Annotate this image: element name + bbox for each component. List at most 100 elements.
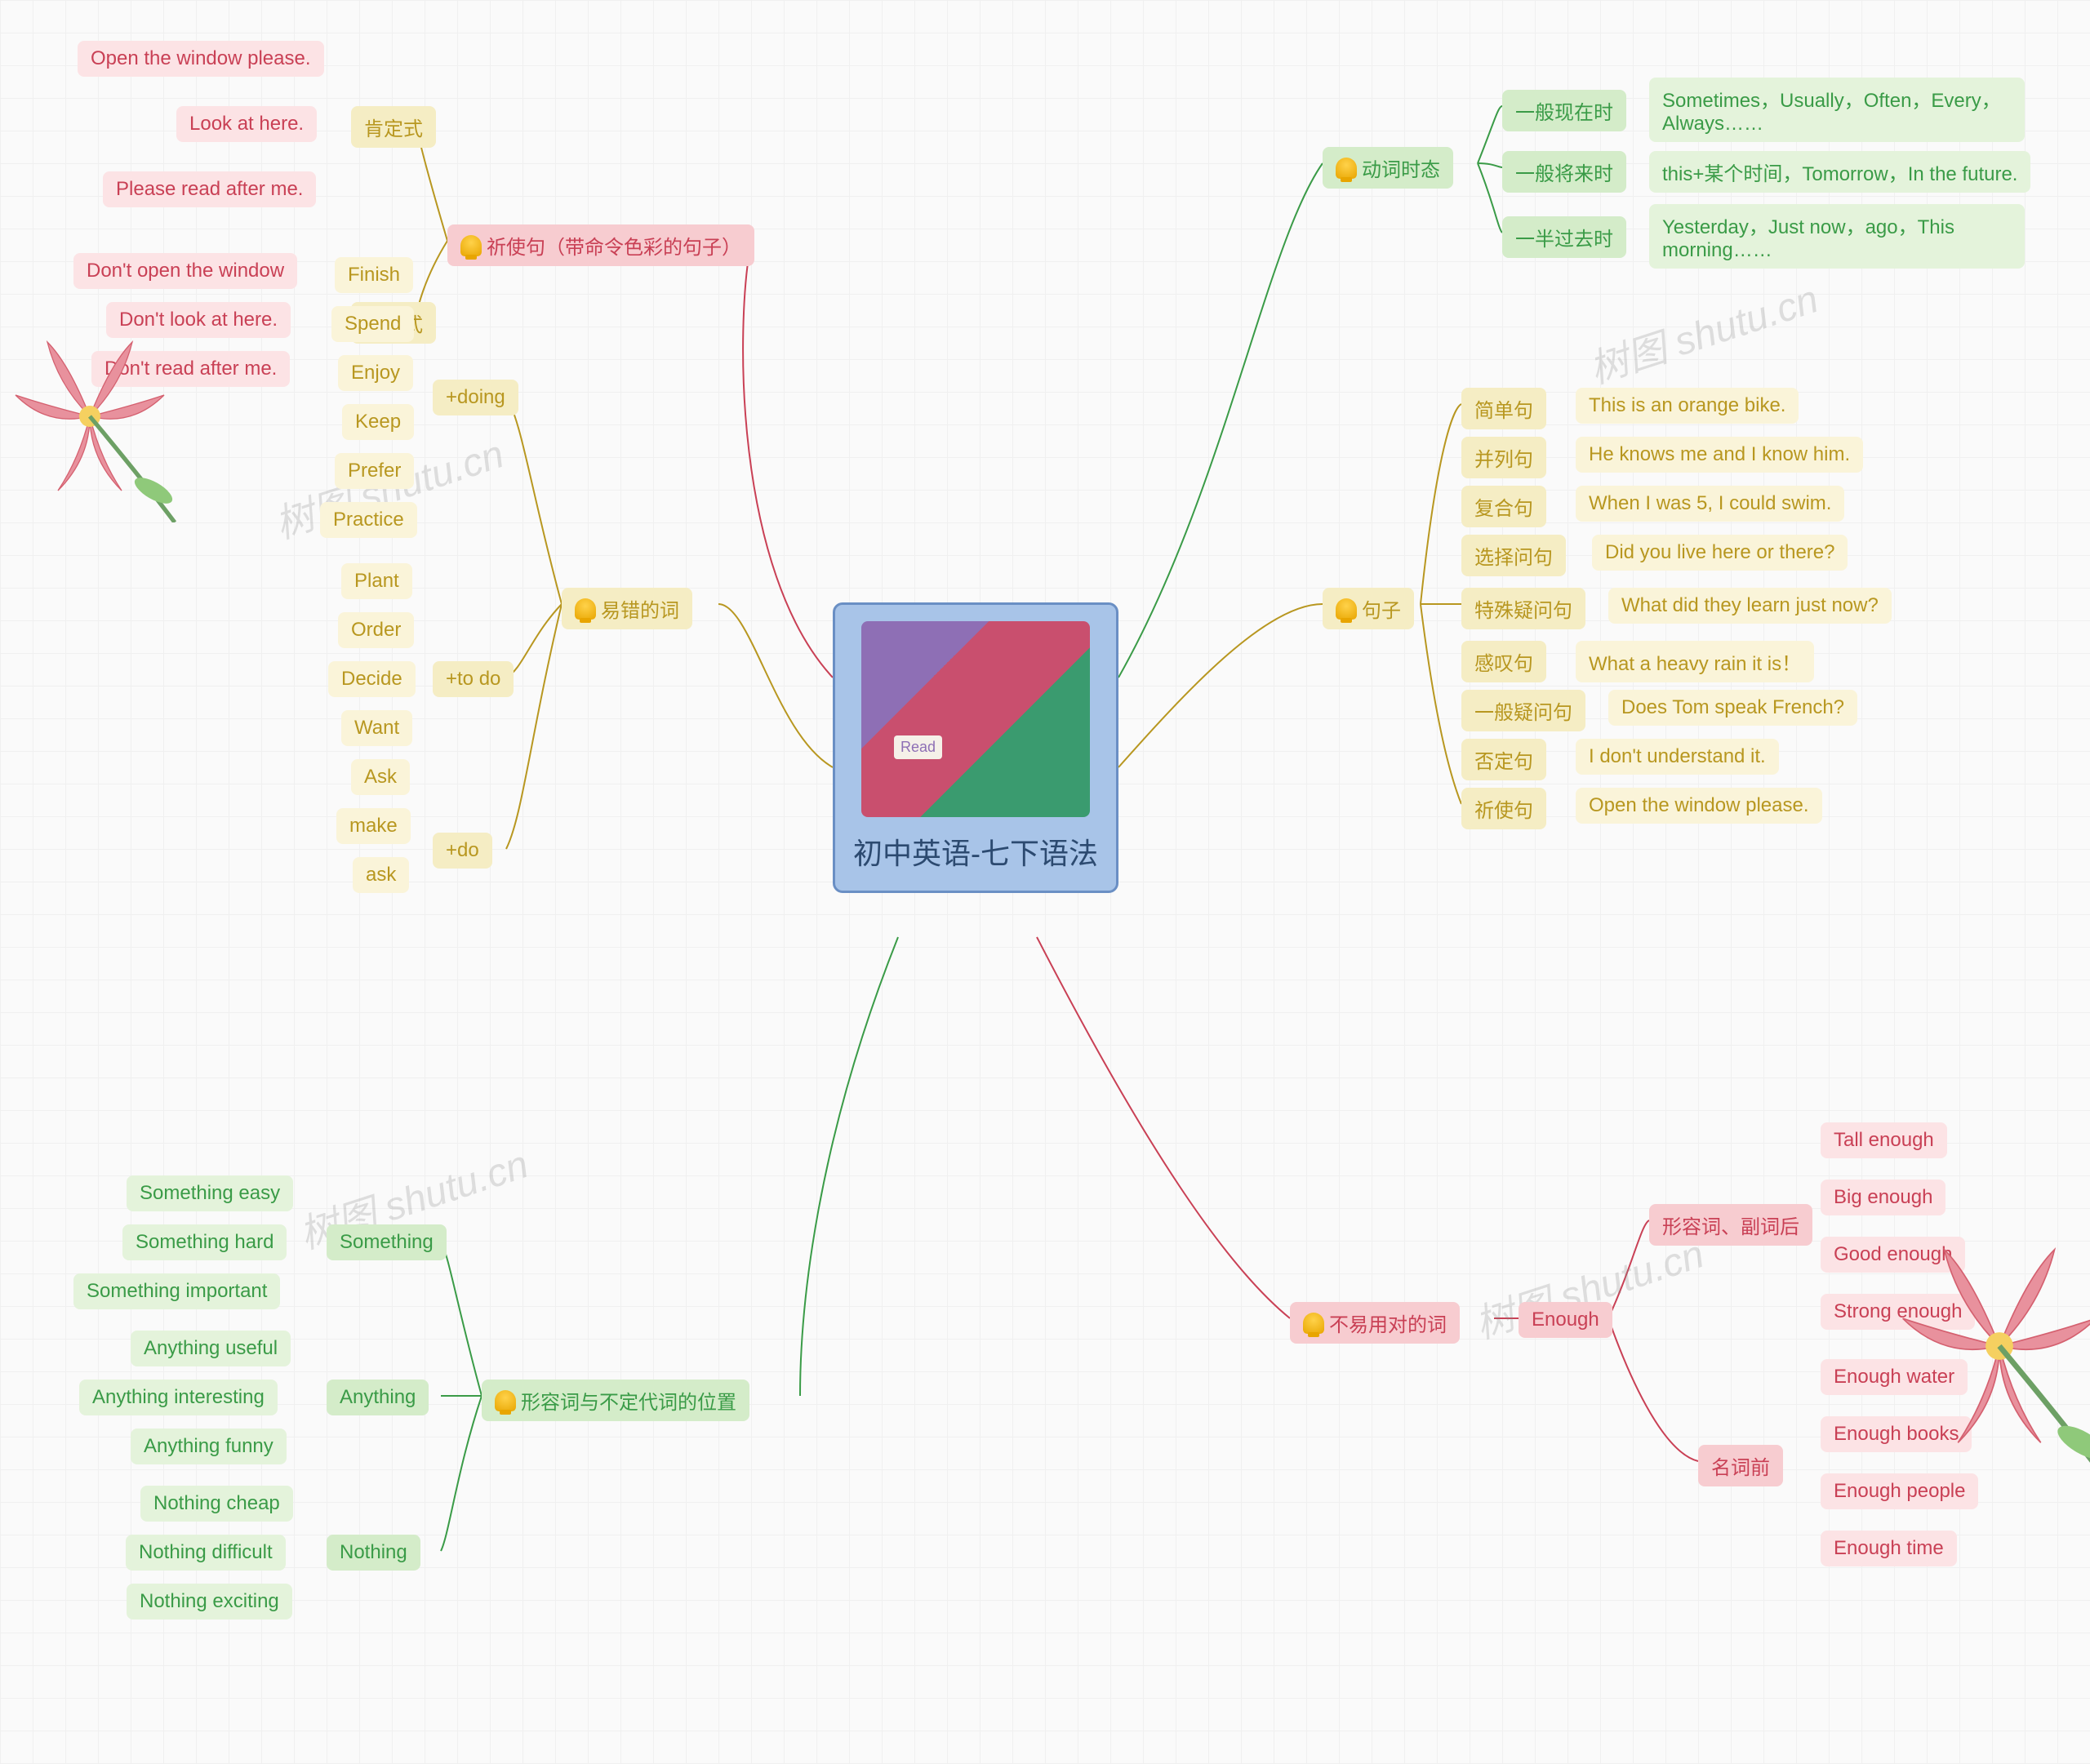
leaf-node[interactable]: Enough people xyxy=(1821,1473,1978,1509)
node-label: Enjoy xyxy=(351,362,400,384)
leaf-node[interactable]: Something easy xyxy=(127,1175,293,1211)
leaf-node[interactable]: Open the window please. xyxy=(78,41,324,77)
sub-node[interactable]: 选择问句 xyxy=(1461,535,1566,576)
sub-node[interactable]: 一半过去时 xyxy=(1502,216,1626,258)
leaf-node[interactable]: I don't understand it. xyxy=(1576,739,1779,775)
branch-node[interactable]: 祈使句（带命令色彩的句子） xyxy=(447,224,754,266)
sub-node[interactable]: Enough xyxy=(1519,1302,1612,1338)
leaf-node[interactable]: Want xyxy=(341,710,412,746)
sub-node[interactable]: 否定句 xyxy=(1461,739,1546,780)
leaf-node[interactable]: 形容词、副词后 xyxy=(1649,1204,1812,1246)
leaf-node[interactable]: This is an orange bike. xyxy=(1576,388,1799,424)
node-label: Order xyxy=(351,619,401,642)
leaf-node[interactable]: Open the window please. xyxy=(1576,788,1822,824)
leaf-node[interactable]: Something important xyxy=(73,1273,280,1309)
sub-node[interactable]: 一般将来时 xyxy=(1502,151,1626,193)
node-label: 一般疑问句 xyxy=(1474,696,1572,725)
node-label: Anything xyxy=(340,1386,416,1409)
leaf-node[interactable]: Spend xyxy=(331,306,414,342)
node-label: Spend xyxy=(345,313,401,335)
leaf-node[interactable]: Enjoy xyxy=(338,355,413,391)
leaf-node[interactable]: Look at here. xyxy=(176,106,317,142)
sub-node[interactable]: 并列句 xyxy=(1461,437,1546,478)
leaf-node[interactable]: Anything funny xyxy=(131,1429,287,1464)
sub-node[interactable]: +do xyxy=(433,833,492,869)
sub-node[interactable]: 肯定式 xyxy=(351,106,436,148)
leaf-node[interactable]: Don't look at here. xyxy=(106,302,291,338)
sub-node[interactable]: Anything xyxy=(327,1380,429,1415)
sub-node[interactable]: Nothing xyxy=(327,1535,420,1571)
node-label: Don't look at here. xyxy=(119,309,278,331)
leaf-node[interactable]: What a heavy rain it is！ xyxy=(1576,641,1814,682)
leaf-node[interactable]: When I was 5, I could swim. xyxy=(1576,486,1844,522)
sub-node[interactable]: +to do xyxy=(433,661,514,697)
leaf-node[interactable]: Decide xyxy=(328,661,416,697)
leaf-node[interactable]: Does Tom speak French? xyxy=(1608,690,1857,726)
node-label: 特殊疑问句 xyxy=(1474,594,1572,623)
leaf-node[interactable]: ask xyxy=(353,857,409,893)
node-label: Did you live here or there? xyxy=(1605,541,1834,564)
node-label: Enough people xyxy=(1834,1480,1965,1503)
leaf-node[interactable]: Don't read after me. xyxy=(91,351,290,387)
sub-node[interactable]: 复合句 xyxy=(1461,486,1546,527)
node-label: 否定句 xyxy=(1474,745,1533,774)
node-label: Good enough xyxy=(1834,1243,1952,1266)
leaf-node[interactable]: Enough water xyxy=(1821,1359,1968,1395)
leaf-node[interactable]: Yesterday，Just now，ago，This morning…… xyxy=(1649,204,2025,269)
center-node[interactable]: 初中英语-七下语法 xyxy=(833,602,1118,893)
sub-node[interactable]: 一般疑问句 xyxy=(1461,690,1585,731)
node-label: Nothing xyxy=(340,1541,407,1564)
branch-node[interactable]: 动词时态 xyxy=(1323,147,1453,189)
leaf-node[interactable]: He knows me and I know him. xyxy=(1576,437,1863,473)
leaf-node[interactable]: this+某个时间，Tomorrow，In the future. xyxy=(1649,151,2030,193)
sub-node[interactable]: 特殊疑问句 xyxy=(1461,588,1585,629)
sub-node[interactable]: 简单句 xyxy=(1461,388,1546,429)
leaf-node[interactable]: Ask xyxy=(351,759,410,795)
leaf-node[interactable]: Strong enough xyxy=(1821,1294,1975,1330)
leaf-node[interactable]: Anything interesting xyxy=(79,1380,278,1415)
node-label: He knows me and I know him. xyxy=(1589,443,1850,466)
leaf-node[interactable]: Anything useful xyxy=(131,1331,291,1366)
leaf-node[interactable]: Did you live here or there? xyxy=(1592,535,1848,571)
node-label: Don't open the window xyxy=(87,260,284,282)
node-label: Tall enough xyxy=(1834,1129,1934,1152)
leaf-node[interactable]: Don't open the window xyxy=(73,253,297,289)
leaf-node[interactable]: make xyxy=(336,808,411,844)
leaf-node[interactable]: Keep xyxy=(342,404,414,440)
node-label: Nothing difficult xyxy=(139,1541,273,1564)
leaf-node[interactable]: Nothing exciting xyxy=(127,1584,292,1620)
sub-node[interactable]: 感叹句 xyxy=(1461,641,1546,682)
leaf-node[interactable]: Tall enough xyxy=(1821,1122,1947,1158)
sub-node[interactable]: +doing xyxy=(433,380,518,415)
leaf-node[interactable]: Enough books xyxy=(1821,1416,1972,1452)
node-label: 名词前 xyxy=(1711,1451,1770,1480)
leaf-node[interactable]: Sometimes，Usually，Often，Every，Always…… xyxy=(1649,78,2025,142)
leaf-node[interactable]: Please read after me. xyxy=(103,171,316,207)
branch-node[interactable]: 形容词与不定代词的位置 xyxy=(482,1380,749,1421)
sub-node[interactable]: 祈使句 xyxy=(1461,788,1546,829)
branch-node[interactable]: 不易用对的词 xyxy=(1290,1302,1460,1344)
leaf-node[interactable]: Practice xyxy=(320,502,417,538)
leaf-node[interactable]: Nothing cheap xyxy=(140,1486,293,1522)
trophy-icon xyxy=(575,598,596,620)
leaf-node[interactable]: Good enough xyxy=(1821,1237,1965,1273)
leaf-node[interactable]: Enough time xyxy=(1821,1531,1957,1566)
node-label: 不易用对的词 xyxy=(1329,1309,1447,1337)
leaf-node[interactable]: 名词前 xyxy=(1698,1445,1783,1486)
leaf-node[interactable]: Plant xyxy=(341,563,412,599)
leaf-node[interactable]: Something hard xyxy=(122,1224,287,1260)
sub-node[interactable]: Something xyxy=(327,1224,447,1260)
leaf-node[interactable]: Prefer xyxy=(335,453,414,489)
leaf-node[interactable]: Finish xyxy=(335,257,413,293)
leaf-node[interactable]: Nothing difficult xyxy=(126,1535,286,1571)
branch-node[interactable]: 易错的词 xyxy=(562,588,692,629)
leaf-node[interactable]: Big enough xyxy=(1821,1180,1945,1215)
node-label: Nothing cheap xyxy=(153,1492,280,1515)
sub-node[interactable]: 一般现在时 xyxy=(1502,90,1626,131)
branch-node[interactable]: 句子 xyxy=(1323,588,1414,629)
node-label: Look at here. xyxy=(189,113,304,136)
leaf-node[interactable]: Order xyxy=(338,612,414,648)
trophy-icon xyxy=(495,1390,516,1411)
leaf-node[interactable]: What did they learn just now? xyxy=(1608,588,1892,624)
node-label: When I was 5, I could swim. xyxy=(1589,492,1831,515)
